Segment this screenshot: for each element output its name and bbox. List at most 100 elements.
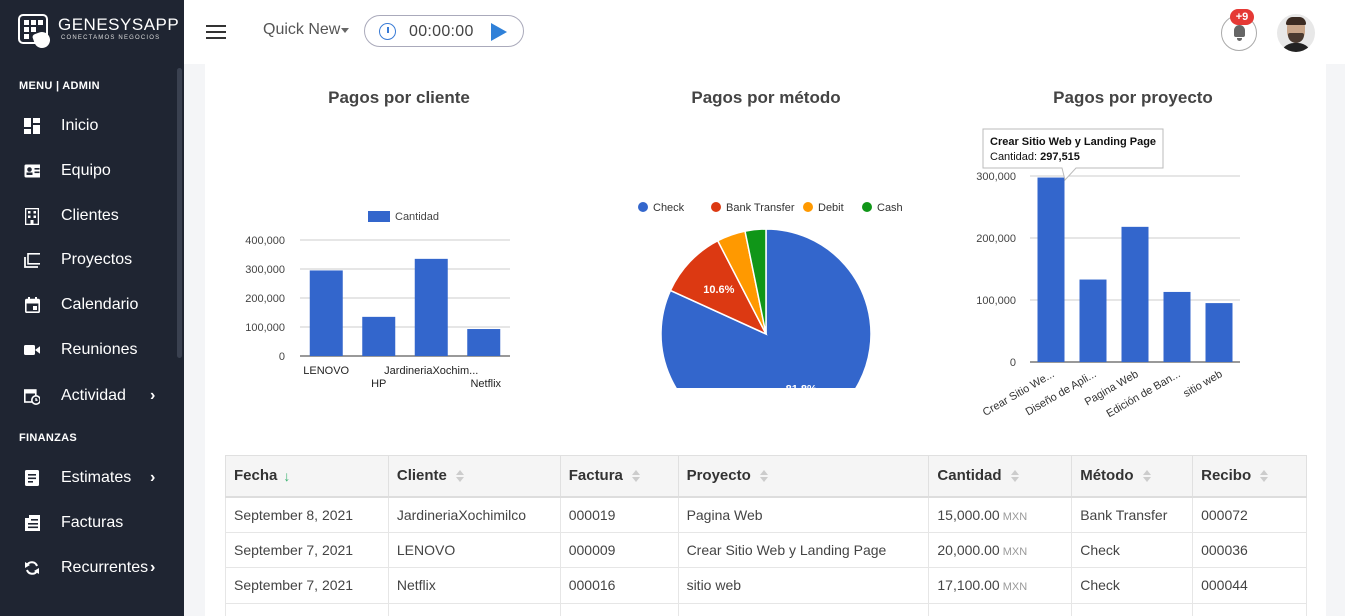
stopwatch-icon xyxy=(379,23,396,40)
x-tick-label: Diseño de Apli... xyxy=(1024,368,1099,418)
column-header[interactable]: Factura xyxy=(559,455,679,498)
bar-chart-clients[interactable]: 0 100,000 200,000 300,000 400,000 Cantidad LEN… xyxy=(225,134,545,404)
sort-icon[interactable] xyxy=(631,470,640,483)
sidebar-item-clientes[interactable]: Clientes xyxy=(0,196,176,236)
sidebar-item-reuniones[interactable]: Reuniones xyxy=(0,330,176,370)
column-header[interactable]: Proyecto xyxy=(677,455,930,498)
y-tick-label: 300,000 xyxy=(976,171,1016,183)
table-cell: 000025 xyxy=(559,602,679,616)
bell-icon xyxy=(1234,25,1245,37)
play-icon[interactable] xyxy=(491,23,507,41)
sidebar-item-label: Recurrentes xyxy=(61,559,149,576)
sidebar-item-facturas[interactable]: Facturas xyxy=(0,503,176,543)
pie-data-label: 81.8% xyxy=(786,384,817,388)
tooltip-value-number: 297,515 xyxy=(1040,151,1080,163)
menu-toggle-icon[interactable] xyxy=(206,25,226,39)
y-tick-label: 100,000 xyxy=(976,295,1016,307)
legend-dot xyxy=(638,202,648,212)
legend-dot xyxy=(862,202,872,212)
table-cell: September 7, 2021 xyxy=(225,531,389,568)
tooltip-title: Crear Sitio Web y Landing Page xyxy=(990,136,1156,148)
column-header[interactable]: Cantidad xyxy=(928,455,1073,498)
estimate-icon xyxy=(24,470,40,486)
building-icon xyxy=(24,207,40,225)
chart-title-projects: Pagos por proyecto xyxy=(1053,88,1213,107)
sidebar-item-label: Estimates xyxy=(61,469,132,486)
table-cell: Pagina Web xyxy=(677,602,930,616)
sort-icon[interactable] xyxy=(1010,470,1019,483)
bell-clapper xyxy=(1237,38,1242,41)
sidebar-scrollbar[interactable] xyxy=(177,68,182,358)
table-body: September 8, 2021 JardineriaXochimilco 000… xyxy=(225,496,1307,616)
x-tick-label: Edición de Ban... xyxy=(1104,368,1182,420)
hand-icon xyxy=(31,29,53,51)
table-cell: Bank Transfer xyxy=(1071,496,1194,533)
bar xyxy=(362,316,396,356)
column-header[interactable]: Recibo xyxy=(1192,455,1307,498)
table-cell: 000063 xyxy=(1192,602,1307,616)
column-header[interactable]: Fecha ↓ xyxy=(225,455,389,498)
column-header[interactable]: Método xyxy=(1071,455,1194,498)
pie-slice xyxy=(744,228,767,335)
brand-name: GENESYSAPP xyxy=(58,15,180,34)
pie-data-label: 10.6% xyxy=(703,284,734,296)
column-header[interactable]: Cliente xyxy=(387,455,561,498)
sort-icon[interactable] xyxy=(455,470,464,483)
table-cell: 000036 xyxy=(1192,531,1307,568)
sort-icon[interactable] xyxy=(1260,470,1269,483)
table-cell: Crear Sitio Web y Landing Page xyxy=(677,531,930,568)
sidebar-item-label: Facturas xyxy=(61,514,124,531)
sidebar-item-recurrentes[interactable]: Recurrentes › xyxy=(0,548,176,588)
brand-logo[interactable]: GENESYSAPP CONECTAMOS NEGOCIOS xyxy=(16,12,180,54)
y-tick-label: 0 xyxy=(1010,357,1016,369)
legend-label: Debit xyxy=(818,202,844,214)
sort-icon[interactable] xyxy=(759,470,768,483)
table-cell: Check xyxy=(1071,602,1194,616)
notification-badge: +9 xyxy=(1230,9,1254,25)
table-cell: 15,000.00 MXN xyxy=(928,496,1073,533)
table-cell: September 7, 2021 xyxy=(225,567,389,604)
legend-label: Cash xyxy=(877,202,903,214)
chart-title-clients: Pagos por cliente xyxy=(328,88,470,107)
sort-desc-icon[interactable]: ↓ xyxy=(283,468,291,485)
sidebar-item-actividad[interactable]: Actividad › xyxy=(0,376,176,416)
bar-chart-projects[interactable]: 0 100,000 200,000 300,000 Crear Sitio We...D… xyxy=(945,124,1325,424)
table-cell: 000019 xyxy=(559,496,679,533)
tooltip-value-label: Cantidad: xyxy=(990,151,1040,163)
sidebar-item-equipo[interactable]: Equipo xyxy=(0,151,176,191)
x-tick-label: sitio web xyxy=(1181,368,1224,400)
sidebar-item-inicio[interactable]: Inicio xyxy=(0,106,176,146)
table-header-row: Fecha ↓ Cliente Factura Proyecto Cantidad Méto… xyxy=(225,455,1307,498)
tooltip-value: Cantidad: 297,515 xyxy=(990,151,1080,163)
x-tick-label: JardineriaXochim... xyxy=(384,365,478,377)
sidebar-item-label: Reuniones xyxy=(61,341,138,358)
folders-icon xyxy=(24,252,40,268)
sort-icon[interactable] xyxy=(1142,470,1151,483)
x-tick-label: Crear Sitio We... xyxy=(981,368,1057,419)
table-cell: LENOVO xyxy=(387,531,561,568)
column-header-label: Recibo xyxy=(1201,467,1252,485)
bar xyxy=(309,270,343,356)
sidebar-item-label: Proyectos xyxy=(61,251,133,268)
sidebar-item-proyectos[interactable]: Proyectos xyxy=(0,240,176,280)
sidebar-item-estimates[interactable]: Estimates › xyxy=(0,458,176,498)
table-row[interactable]: September 8, 2021 JardineriaXochimilco 000… xyxy=(225,496,1307,533)
table-cell: Pagina Web xyxy=(677,496,930,533)
table-row[interactable]: September 7, 2021 Netflix 000016 sitio web 1… xyxy=(225,567,1307,604)
y-tick-label: 200,000 xyxy=(976,233,1016,245)
quick-new-button[interactable]: Quick New xyxy=(263,21,341,38)
chart-title-methods: Pagos por método xyxy=(691,88,841,107)
chevron-right-icon: › xyxy=(150,469,156,486)
sidebar-item-calendario[interactable]: Calendario xyxy=(0,285,176,325)
id-card-icon xyxy=(24,163,40,179)
column-header-label: Fecha xyxy=(234,467,278,485)
avatar[interactable] xyxy=(1277,14,1315,52)
column-header-label: Factura xyxy=(568,467,623,485)
table-row[interactable]: September 7, 2021 LENOVO 000009 Crear Sitio… xyxy=(225,531,1307,568)
pie-chart-methods[interactable]: 81.8% 10.6% Check Bank Transfer Debit Cash xyxy=(615,128,915,388)
table-row[interactable]: September 7, 2021JardineriaXochimilco000… xyxy=(225,602,1307,616)
y-tick-label: 300,000 xyxy=(245,264,285,276)
table-cell: 000044 xyxy=(1192,567,1307,604)
dashboard-card: Pagos por cliente Pagos por método Pagos… xyxy=(205,64,1326,616)
video-icon xyxy=(24,342,40,358)
